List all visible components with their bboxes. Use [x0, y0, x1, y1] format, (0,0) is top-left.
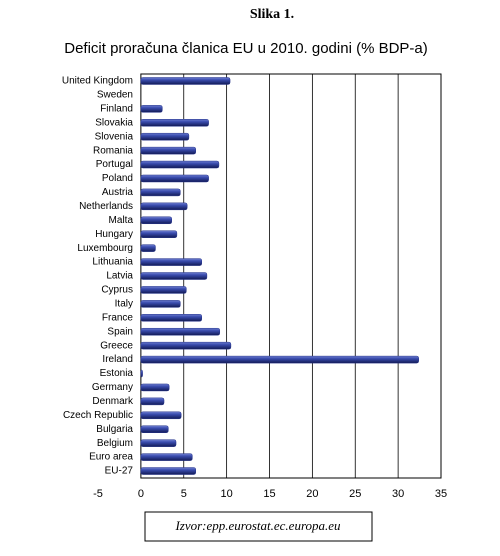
y-tick-label: Finland [100, 103, 133, 114]
bar [140, 174, 209, 183]
y-tick-label: Cyprus [101, 285, 133, 296]
x-tick-label: 10 [221, 488, 233, 500]
y-tick-label: United Kingdom [62, 76, 133, 87]
y-tick-label: France [102, 312, 134, 323]
x-tick-label: 30 [392, 488, 404, 500]
y-tick-label: Malta [109, 215, 134, 226]
y-tick-label: Slovakia [95, 117, 133, 128]
y-tick-label: Spain [107, 326, 133, 337]
bar [140, 341, 232, 350]
y-tick-label: Czech Republic [63, 410, 133, 421]
bar [140, 300, 181, 308]
x-tick-label: -5 [93, 488, 103, 500]
y-tick-label: Sweden [97, 90, 133, 101]
bar [140, 202, 188, 211]
bar [140, 467, 197, 475]
y-tick-label: Ireland [102, 354, 133, 365]
bar [140, 77, 231, 85]
chart-title: Deficit proračuna članica EU u 2010. god… [64, 40, 428, 57]
bar [140, 132, 190, 141]
bar [140, 105, 163, 113]
bar [140, 411, 182, 420]
x-tick-label: 35 [435, 488, 447, 500]
heading: Slika 1. [250, 7, 294, 22]
bar [140, 327, 221, 336]
bar [140, 119, 209, 127]
y-tick-label: Slovenia [95, 131, 134, 142]
bar [140, 369, 143, 378]
x-tick-label: 20 [306, 488, 318, 500]
bar [140, 272, 208, 280]
bar [140, 244, 156, 252]
bar [140, 453, 193, 461]
bar [140, 383, 170, 392]
bar [140, 439, 177, 447]
source: Izvor:epp.eurostat.ec.europa.eu [174, 518, 341, 533]
bar [140, 397, 165, 406]
y-tick-label: Italy [115, 299, 133, 310]
source-box [144, 511, 373, 542]
bar [140, 230, 178, 238]
y-tick-label: Luxembourg [77, 243, 133, 254]
bar [140, 314, 203, 322]
y-tick-label: Portugal [96, 159, 133, 170]
bar [140, 258, 203, 266]
y-tick-label: Lithuania [92, 257, 133, 268]
y-tick-label: Denmark [92, 396, 134, 407]
y-tick-label: Netherlands [79, 201, 133, 212]
bar [140, 286, 187, 294]
x-tick-label: 25 [349, 488, 361, 500]
y-tick-label: Austria [102, 187, 134, 198]
bar [140, 425, 169, 433]
bar [140, 160, 220, 169]
y-tick-label: Bulgaria [96, 424, 133, 435]
x-tick-label: 0 [138, 488, 144, 500]
bar [140, 355, 419, 364]
y-tick-label: Poland [102, 173, 133, 184]
y-tick-label: Euro area [89, 452, 133, 463]
x-tick-label: 5 [181, 488, 187, 500]
y-tick-label: Romania [93, 145, 133, 156]
bar [140, 146, 197, 155]
y-tick-label: EU-27 [105, 466, 134, 477]
y-tick-label: Greece [100, 340, 133, 351]
y-tick-label: Hungary [95, 229, 133, 240]
bar [140, 216, 172, 225]
bar [140, 188, 181, 197]
y-tick-label: Latvia [106, 271, 133, 282]
y-tick-label: Belgium [97, 438, 133, 449]
x-tick-label: 15 [263, 488, 275, 500]
y-tick-label: Estonia [100, 368, 134, 379]
y-tick-label: Germany [92, 382, 133, 393]
